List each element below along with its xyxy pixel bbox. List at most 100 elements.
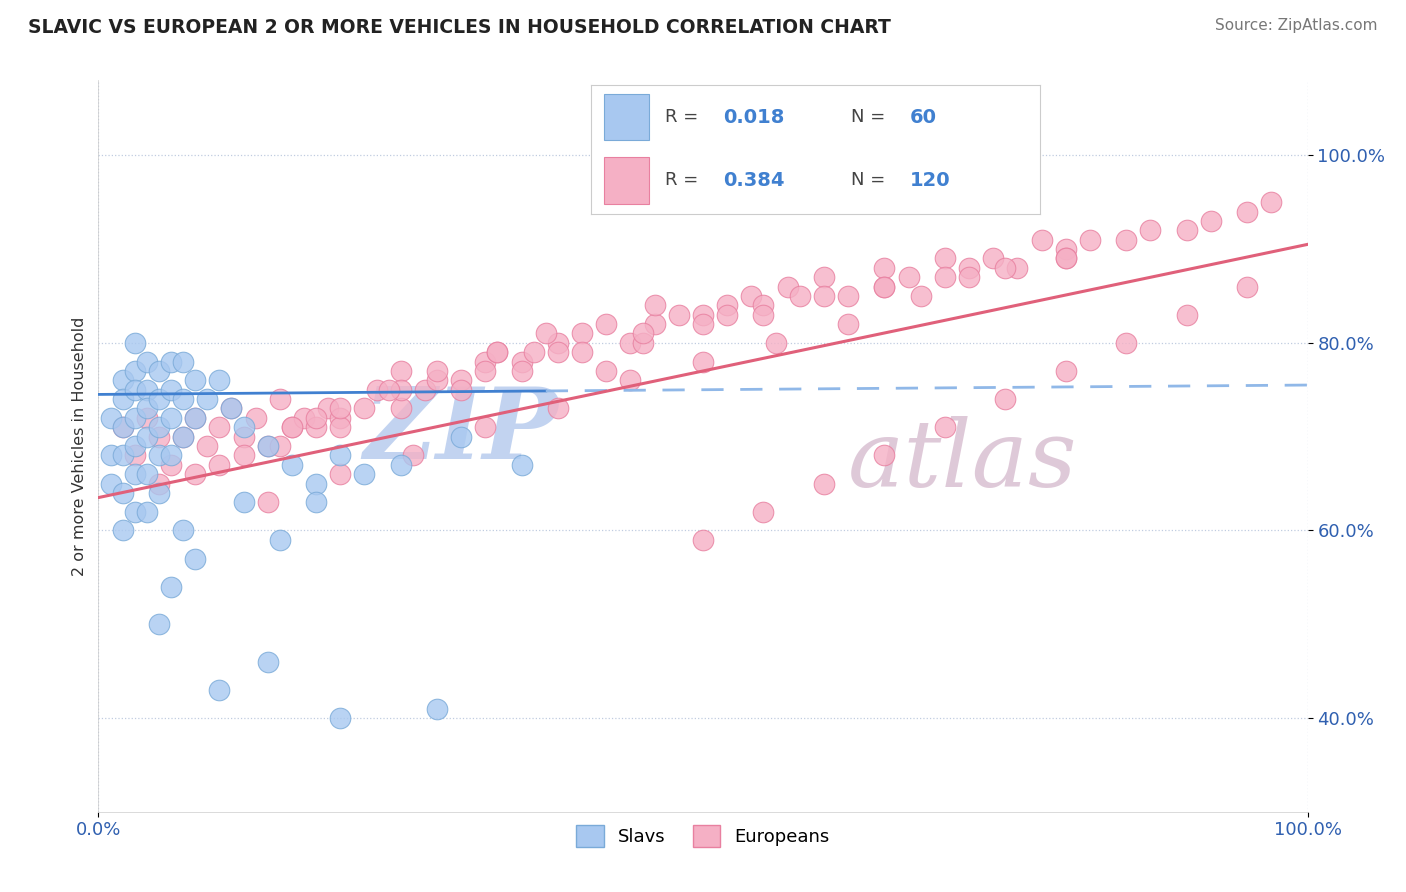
Text: N =: N =	[852, 171, 891, 189]
Point	[269, 392, 291, 406]
Point	[329, 401, 352, 416]
Point	[752, 505, 775, 519]
Point	[160, 354, 183, 368]
Point	[353, 467, 375, 482]
Point	[776, 279, 799, 293]
Point	[184, 410, 207, 425]
Point	[994, 260, 1017, 275]
Point	[124, 449, 146, 463]
Point	[124, 383, 146, 397]
Point	[1199, 214, 1222, 228]
Point	[426, 701, 449, 715]
Point	[765, 335, 787, 350]
Point	[789, 289, 811, 303]
Point	[1175, 308, 1198, 322]
Point	[752, 298, 775, 312]
Point	[292, 410, 315, 425]
Point	[245, 410, 267, 425]
Point	[534, 326, 557, 341]
Point	[184, 551, 207, 566]
Point	[124, 505, 146, 519]
Point	[1007, 260, 1029, 275]
Point	[100, 449, 122, 463]
Point	[256, 495, 278, 509]
Point	[934, 420, 956, 434]
Text: 60: 60	[910, 108, 936, 127]
Point	[897, 270, 920, 285]
Point	[221, 401, 243, 416]
Point	[631, 335, 654, 350]
Point	[281, 420, 304, 434]
Point	[100, 410, 122, 425]
Bar	[605, 157, 650, 203]
Text: R =: R =	[665, 171, 704, 189]
Point	[208, 420, 231, 434]
Point	[377, 383, 399, 397]
Point	[547, 401, 569, 416]
Point	[111, 392, 134, 406]
Point	[692, 308, 714, 322]
Point	[148, 420, 170, 434]
Point	[644, 317, 666, 331]
Point	[111, 420, 134, 434]
Point	[813, 289, 835, 303]
Point	[873, 449, 896, 463]
Point	[232, 429, 254, 443]
Point	[329, 410, 352, 425]
Point	[160, 383, 183, 397]
Point	[716, 308, 738, 322]
Point	[450, 429, 472, 443]
Point	[135, 505, 157, 519]
Text: 120: 120	[910, 171, 950, 190]
Point	[1054, 252, 1077, 266]
Point	[631, 326, 654, 341]
Point	[1260, 195, 1282, 210]
Point	[172, 524, 194, 538]
Text: R =: R =	[665, 108, 704, 126]
Point	[1115, 233, 1137, 247]
Point	[934, 270, 956, 285]
Point	[595, 364, 617, 378]
Point	[1236, 204, 1258, 219]
Point	[402, 449, 425, 463]
Point	[329, 420, 352, 434]
Point	[135, 429, 157, 443]
Point	[305, 476, 328, 491]
Point	[316, 401, 339, 416]
Point	[619, 373, 641, 387]
Point	[813, 270, 835, 285]
Point	[124, 439, 146, 453]
Point	[148, 476, 170, 491]
Point	[450, 373, 472, 387]
Point	[389, 364, 412, 378]
Point	[148, 364, 170, 378]
Legend: Slavs, Europeans: Slavs, Europeans	[569, 817, 837, 854]
Point	[1115, 335, 1137, 350]
Point	[172, 392, 194, 406]
Point	[184, 467, 207, 482]
Point	[474, 364, 496, 378]
Text: SLAVIC VS EUROPEAN 2 OR MORE VEHICLES IN HOUSEHOLD CORRELATION CHART: SLAVIC VS EUROPEAN 2 OR MORE VEHICLES IN…	[28, 18, 891, 37]
Point	[547, 335, 569, 350]
Point	[486, 345, 509, 359]
Point	[389, 383, 412, 397]
Point	[208, 373, 231, 387]
Point	[716, 298, 738, 312]
Point	[1054, 242, 1077, 256]
Point	[595, 317, 617, 331]
Point	[486, 345, 509, 359]
Point	[221, 401, 243, 416]
Point	[232, 420, 254, 434]
Point	[571, 345, 593, 359]
Point	[135, 383, 157, 397]
Point	[172, 429, 194, 443]
Point	[208, 458, 231, 472]
Point	[256, 439, 278, 453]
Point	[692, 317, 714, 331]
Point	[510, 458, 533, 472]
Point	[269, 533, 291, 547]
Point	[934, 252, 956, 266]
Point	[1031, 233, 1053, 247]
Point	[873, 260, 896, 275]
Point	[981, 252, 1004, 266]
